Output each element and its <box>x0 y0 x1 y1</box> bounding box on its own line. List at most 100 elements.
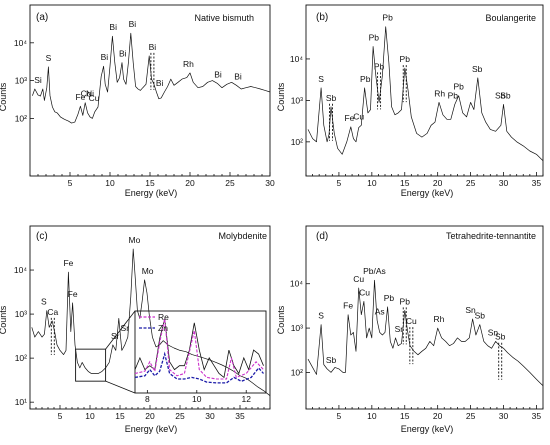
ylabel-b: Counts <box>276 82 286 111</box>
element-label: Fe <box>68 289 78 299</box>
legend-label: Re <box>158 312 169 322</box>
element-label: Bi <box>214 69 222 79</box>
inset-zn-line <box>134 351 264 384</box>
panel-label-a: (a) <box>36 12 48 23</box>
legend-label: Zn <box>158 323 168 333</box>
xlabel-c: Energy (keV) <box>125 424 178 434</box>
element-label: Bi <box>129 19 137 29</box>
zoom-connector <box>105 380 136 394</box>
element-label: Mo <box>128 235 140 245</box>
x-tick-label: 15 <box>115 411 125 421</box>
zoom-connector <box>105 310 136 350</box>
x-tick-label: 5 <box>58 411 63 421</box>
element-label: Pb <box>382 13 393 23</box>
x-tick-label: 10 <box>367 178 377 188</box>
title-c: Molybdenite <box>218 231 267 241</box>
spectrum-line <box>307 26 544 161</box>
element-label: Bi <box>149 42 157 52</box>
panel-molybdenite: Counts Energy (keV) (c) Molybdenite 5 10 1… <box>0 225 271 434</box>
x-tick-label: 15 <box>400 411 410 421</box>
element-label: Pb <box>400 296 411 306</box>
element-label: Fe <box>63 258 73 268</box>
inset-re-line <box>134 318 264 380</box>
zoom-region <box>75 348 107 382</box>
element-label: Pb <box>374 61 385 71</box>
element-label: Pb <box>454 82 465 92</box>
element-label: Pb/As <box>363 266 386 276</box>
x-tick-label: 25 <box>466 178 476 188</box>
x-tick-label: 25 <box>175 411 185 421</box>
element-label: Cu <box>353 274 364 284</box>
x-tick-label: 20 <box>145 411 155 421</box>
y-tick-label: 10² <box>15 353 27 363</box>
y-tick-label: 10⁴ <box>290 54 303 64</box>
element-label: Bi <box>156 78 164 88</box>
element-label: Sr <box>111 331 120 341</box>
xlabel-a: Energy (keV) <box>125 188 178 198</box>
y-tick-label: 10⁴ <box>14 38 27 48</box>
title-d: Tetrahedrite-tennantite <box>446 231 536 241</box>
x-tick-label: 20 <box>433 178 443 188</box>
x-tick-label: 5 <box>68 178 73 188</box>
panel-native-bismuth: Counts Energy (keV) (a) Native bismuth 5… <box>0 4 275 198</box>
element-label: Bi <box>234 71 242 81</box>
element-label: Sb <box>326 355 337 365</box>
spectrum-line <box>31 248 271 396</box>
x-tick-label: 20 <box>433 411 443 421</box>
spectrum-line <box>32 32 271 124</box>
element-label: Sr <box>395 324 404 334</box>
x-tick-label: 35 <box>235 411 245 421</box>
panel-label-c: (c) <box>36 231 48 242</box>
element-label: Pb <box>360 74 371 84</box>
panel-label-d: (d) <box>316 231 328 242</box>
element-label: Rh <box>434 314 445 324</box>
y-tick-label: 10² <box>15 113 27 123</box>
ylabel-a: Counts <box>0 82 8 111</box>
panel-tetrahedrite-tennantite: Counts Energy (keV) (d) Tetrahedrite-ten… <box>276 225 544 434</box>
y-tick-label: 10³ <box>15 309 27 319</box>
y-tick-label: 10⁴ <box>290 279 303 289</box>
element-label: Ca <box>47 307 58 317</box>
spectrum-line <box>307 279 544 387</box>
x-tick-label: 30 <box>499 411 509 421</box>
element-label: Rh <box>183 59 194 69</box>
ylabel-c: Counts <box>0 305 8 334</box>
element-label: Cu <box>89 93 100 103</box>
x-tick-label: 35 <box>532 411 542 421</box>
element-label: Sb <box>326 93 337 103</box>
y-tick-label: 10² <box>291 367 303 377</box>
element-label: Fe <box>344 113 354 123</box>
element-label: Ni <box>86 89 94 99</box>
x-tick-label: 30 <box>205 411 215 421</box>
y-tick-label: 10³ <box>291 95 303 105</box>
element-label: Cu <box>406 316 417 326</box>
x-tick-label: 10 <box>367 411 377 421</box>
x-tick-label: 25 <box>466 411 476 421</box>
inset-x-tick-label: 12 <box>241 394 251 404</box>
inset-x-tick-label: 8 <box>145 394 150 404</box>
element-label: Co <box>81 89 92 99</box>
inset-frame <box>134 310 267 394</box>
element-label: Fe <box>75 92 85 102</box>
element-label: Bi <box>101 52 109 62</box>
element-label: Sn <box>488 327 499 337</box>
element-label: As <box>375 306 385 316</box>
plot-frame <box>29 4 271 177</box>
x-tick-label: 10 <box>105 178 115 188</box>
x-tick-label: 30 <box>265 178 275 188</box>
title-b: Boulangerite <box>485 13 536 23</box>
element-label: Sb <box>500 90 511 100</box>
element-label: Cu <box>353 111 364 121</box>
title-a: Native bismuth <box>194 13 254 23</box>
element-label: Si <box>34 75 42 85</box>
element-label: Bi <box>119 49 127 59</box>
y-tick-label: 10² <box>291 137 303 147</box>
element-label: Sb <box>495 332 506 342</box>
element-label: S <box>41 297 47 307</box>
element-label: Sr <box>121 323 130 333</box>
x-tick-label: 5 <box>337 178 342 188</box>
element-label: S <box>318 311 324 321</box>
xlabel-b: Energy (keV) <box>401 188 454 198</box>
x-tick-label: 5 <box>337 411 342 421</box>
